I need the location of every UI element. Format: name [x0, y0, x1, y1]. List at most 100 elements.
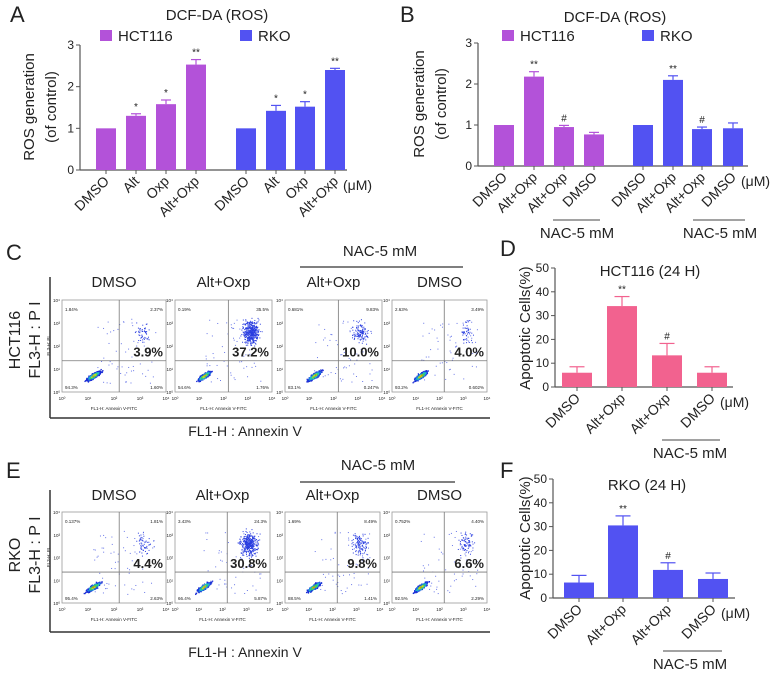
y-tick-label: 10⁰: [53, 601, 60, 606]
bar: [584, 134, 604, 166]
event-dot: [248, 543, 250, 545]
event-dot: [250, 546, 252, 548]
event-dot: [242, 540, 244, 542]
event-dot: [246, 540, 248, 542]
event-dot: [251, 335, 253, 337]
event-dot: [147, 369, 149, 371]
event-dot: [91, 378, 93, 381]
event-dot: [208, 375, 210, 377]
event-dot: [230, 374, 232, 376]
event-dot: [426, 370, 428, 373]
event-dot: [248, 535, 250, 537]
event-dot: [252, 542, 254, 544]
event-dot: [246, 543, 248, 545]
event-dot: [355, 333, 357, 335]
event-dot: [257, 331, 259, 333]
event-dot: [102, 577, 104, 579]
event-dot: [250, 338, 252, 340]
event-dot: [353, 373, 355, 375]
event-dot: [131, 356, 133, 358]
event-dot: [251, 329, 253, 331]
event-dot: [249, 324, 251, 326]
event-dot: [249, 531, 251, 533]
event-dot: [242, 551, 244, 553]
event-dot: [349, 331, 351, 333]
event-dot: [358, 342, 360, 344]
event-dot: [360, 330, 362, 332]
significance-mark: **: [192, 48, 200, 59]
event-dot: [253, 333, 255, 335]
flow-plot: [174, 511, 271, 604]
event-dot: [256, 331, 258, 333]
event-dot: [203, 586, 205, 588]
event-dot: [257, 545, 259, 547]
event-dot: [102, 592, 104, 594]
event-dot: [252, 538, 254, 540]
event-dot: [252, 541, 254, 543]
event-dot: [255, 332, 257, 334]
x-tick-label: Alt: [119, 173, 142, 196]
event-dot: [259, 577, 261, 579]
event-dot: [246, 321, 248, 323]
event-dot: [249, 545, 251, 547]
event-dot: [250, 539, 252, 541]
event-dot: [242, 543, 244, 545]
event-dot: [88, 588, 90, 591]
bar: [653, 569, 683, 598]
event-dot: [357, 332, 359, 334]
event-dot: [246, 546, 248, 548]
event-dot: [364, 329, 366, 331]
event-dot: [208, 581, 210, 583]
event-dot: [206, 375, 208, 377]
event-dot: [247, 330, 249, 332]
event-dot: [113, 551, 115, 553]
event-dot: [143, 341, 145, 343]
event-dot: [103, 551, 105, 553]
event-dot: [475, 352, 477, 354]
y-tick-label: 10³: [276, 321, 283, 326]
event-dot: [361, 338, 363, 340]
event-dot: [249, 553, 251, 555]
event-dot: [212, 353, 214, 355]
event-dot: [319, 372, 322, 374]
event-dot: [198, 378, 200, 380]
event-dot: [366, 343, 368, 345]
event-dot: [250, 544, 252, 546]
bar: [633, 125, 653, 166]
event-dot: [247, 344, 249, 346]
x-tick-label: DMSO: [678, 601, 719, 642]
event-dot: [140, 337, 142, 339]
event-dot: [448, 369, 450, 371]
event-dot: [142, 568, 144, 570]
event-dot: [148, 329, 150, 331]
event-dot: [115, 350, 117, 352]
y-tick-label: 10⁴: [53, 510, 60, 515]
event-dot: [248, 535, 250, 537]
event-dot: [323, 339, 325, 341]
event-dot: [257, 334, 259, 336]
event-dot: [248, 321, 250, 323]
event-dot: [91, 373, 94, 375]
y-tick-label: 10: [534, 567, 548, 581]
event-dot: [99, 535, 101, 537]
event-dot: [468, 320, 470, 322]
x-tick-label: 10⁰: [59, 607, 66, 612]
event-dot: [138, 330, 140, 332]
event-dot: [366, 334, 368, 336]
event-dot: [248, 546, 250, 548]
quadrant-q2-value: 3.49%: [471, 307, 484, 312]
event-dot: [95, 371, 97, 374]
event-dot: [117, 553, 119, 555]
event-dot: [421, 359, 423, 361]
event-dot: [418, 378, 420, 380]
x-tick-label: 10³: [137, 396, 144, 401]
event-dot: [131, 322, 133, 324]
event-dot: [243, 335, 245, 337]
event-dot: [91, 589, 93, 591]
event-dot: [90, 588, 92, 590]
event-dot: [463, 331, 465, 333]
event-dot: [247, 547, 249, 549]
event-dot: [205, 358, 207, 360]
event-dot: [198, 590, 200, 593]
x-tick-label: 10³: [243, 607, 250, 612]
